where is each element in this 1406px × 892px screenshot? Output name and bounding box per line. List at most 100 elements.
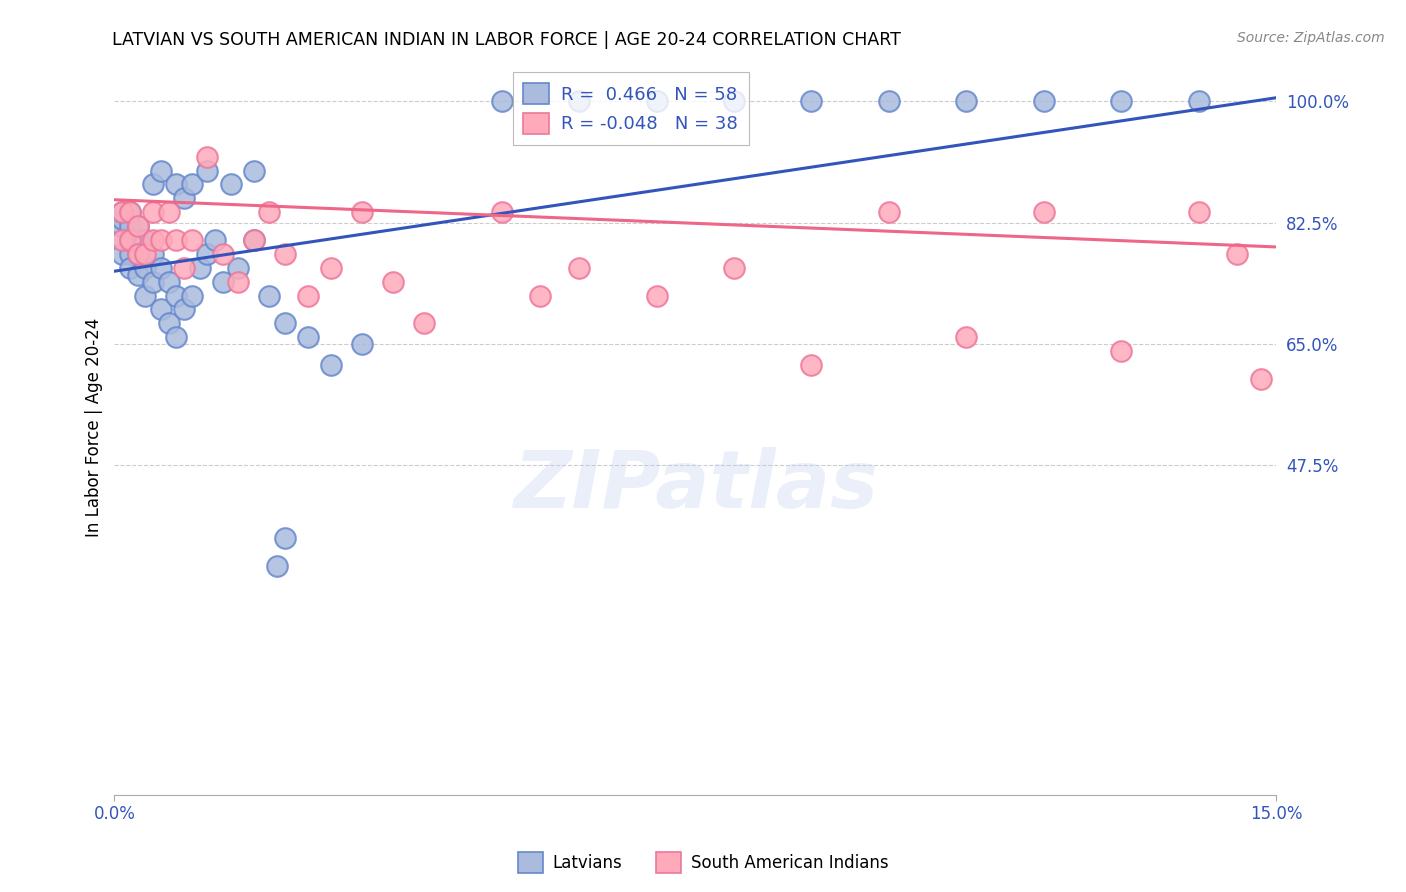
Point bbox=[127, 268, 149, 282]
Point bbox=[1109, 344, 1132, 359]
Point bbox=[149, 260, 172, 275]
Point bbox=[352, 205, 374, 219]
Point bbox=[173, 191, 195, 205]
Point bbox=[111, 247, 134, 261]
Point bbox=[321, 358, 343, 372]
Point bbox=[723, 94, 745, 108]
Point bbox=[188, 260, 211, 275]
Point bbox=[142, 275, 165, 289]
Point bbox=[800, 358, 823, 372]
Point bbox=[266, 559, 288, 574]
Point bbox=[149, 233, 172, 247]
Point bbox=[165, 288, 187, 302]
Point bbox=[243, 163, 266, 178]
Point bbox=[111, 205, 134, 219]
Point bbox=[1032, 94, 1054, 108]
Point bbox=[645, 94, 668, 108]
Point bbox=[134, 288, 156, 302]
Point bbox=[259, 205, 281, 219]
Point bbox=[118, 233, 141, 247]
Point bbox=[568, 94, 591, 108]
Point bbox=[195, 163, 218, 178]
Point bbox=[1188, 94, 1211, 108]
Point bbox=[127, 219, 149, 233]
Point bbox=[219, 178, 242, 192]
Point bbox=[800, 94, 823, 108]
Point bbox=[157, 205, 180, 219]
Point bbox=[127, 247, 149, 261]
Point bbox=[1226, 247, 1249, 261]
Point bbox=[118, 247, 141, 261]
Legend: R =  0.466   N = 58, R = -0.048   N = 38: R = 0.466 N = 58, R = -0.048 N = 38 bbox=[513, 72, 749, 145]
Point bbox=[259, 288, 281, 302]
Point bbox=[173, 302, 195, 317]
Point bbox=[228, 260, 250, 275]
Text: Source: ZipAtlas.com: Source: ZipAtlas.com bbox=[1237, 31, 1385, 45]
Point bbox=[127, 233, 149, 247]
Point bbox=[111, 233, 134, 247]
Point bbox=[491, 205, 513, 219]
Point bbox=[118, 205, 141, 219]
Point bbox=[157, 316, 180, 330]
Text: LATVIAN VS SOUTH AMERICAN INDIAN IN LABOR FORCE | AGE 20-24 CORRELATION CHART: LATVIAN VS SOUTH AMERICAN INDIAN IN LABO… bbox=[111, 31, 901, 49]
Point bbox=[173, 260, 195, 275]
Point bbox=[118, 205, 141, 219]
Point bbox=[111, 212, 134, 227]
Point bbox=[142, 247, 165, 261]
Point bbox=[274, 532, 297, 546]
Point bbox=[297, 288, 319, 302]
Point bbox=[180, 178, 202, 192]
Point bbox=[165, 178, 187, 192]
Point bbox=[568, 260, 591, 275]
Point bbox=[195, 247, 218, 261]
Point bbox=[877, 94, 900, 108]
Point bbox=[134, 233, 156, 247]
Point bbox=[204, 233, 226, 247]
Point bbox=[645, 288, 668, 302]
Point bbox=[118, 260, 141, 275]
Point bbox=[228, 275, 250, 289]
Point bbox=[1188, 205, 1211, 219]
Point bbox=[180, 233, 202, 247]
Point bbox=[118, 219, 141, 233]
Point bbox=[180, 288, 202, 302]
Point bbox=[1250, 372, 1272, 386]
Point bbox=[118, 233, 141, 247]
Point bbox=[142, 178, 165, 192]
Point bbox=[111, 233, 134, 247]
Text: ZIPatlas: ZIPatlas bbox=[513, 447, 877, 525]
Point bbox=[127, 219, 149, 233]
Point bbox=[211, 247, 233, 261]
Y-axis label: In Labor Force | Age 20-24: In Labor Force | Age 20-24 bbox=[86, 318, 103, 537]
Point bbox=[321, 260, 343, 275]
Point bbox=[142, 205, 165, 219]
Point bbox=[352, 337, 374, 351]
Point bbox=[111, 219, 134, 233]
Point bbox=[165, 233, 187, 247]
Point bbox=[413, 316, 436, 330]
Point bbox=[297, 330, 319, 344]
Point bbox=[955, 330, 977, 344]
Point bbox=[111, 205, 134, 219]
Point bbox=[243, 233, 266, 247]
Point bbox=[142, 233, 165, 247]
Point bbox=[243, 233, 266, 247]
Point bbox=[274, 316, 297, 330]
Point bbox=[149, 302, 172, 317]
Point bbox=[723, 260, 745, 275]
Point bbox=[529, 288, 551, 302]
Legend: Latvians, South American Indians: Latvians, South American Indians bbox=[510, 846, 896, 880]
Point bbox=[1109, 94, 1132, 108]
Point bbox=[127, 247, 149, 261]
Point bbox=[955, 94, 977, 108]
Point bbox=[382, 275, 405, 289]
Point bbox=[211, 275, 233, 289]
Point bbox=[877, 205, 900, 219]
Point bbox=[274, 247, 297, 261]
Point bbox=[149, 163, 172, 178]
Point bbox=[1032, 205, 1054, 219]
Point bbox=[157, 275, 180, 289]
Point bbox=[165, 330, 187, 344]
Point bbox=[195, 150, 218, 164]
Point bbox=[134, 247, 156, 261]
